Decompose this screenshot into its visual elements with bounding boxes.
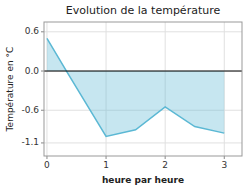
title: Evolution de la température [66, 4, 221, 17]
y-axis-label: Température en °C [5, 47, 15, 133]
x-axis-label: heure par heure [102, 175, 184, 185]
grid-line-y [44, 31, 242, 32]
grid-line-y [44, 71, 242, 72]
tick-label-x: 1 [103, 160, 109, 170]
grid-line-y [44, 142, 242, 143]
zero-line [44, 71, 242, 72]
tick-label-y: 0.0 [25, 66, 40, 76]
plot-area [44, 38, 242, 136]
tick-label-y: -0.6 [21, 105, 39, 115]
tick-label-x: 0 [44, 160, 50, 170]
area-line [47, 38, 224, 136]
plot-frame [44, 22, 242, 156]
grid [44, 22, 242, 156]
tick-label-x: 3 [221, 160, 227, 170]
chart-container: -1.1 -0.6 0.0 0.6 0 1 2 3 Evolution de la tempér… [0, 0, 250, 188]
plot-background [44, 22, 242, 156]
tick-label-y: -1.1 [21, 137, 39, 147]
tick-label-x: 2 [162, 160, 168, 170]
area-fill [47, 38, 224, 136]
chart-svg: -1.1 -0.6 0.0 0.6 0 1 2 3 Evolution de la tempér… [0, 0, 250, 188]
tick-label-y: 0.6 [25, 26, 40, 36]
